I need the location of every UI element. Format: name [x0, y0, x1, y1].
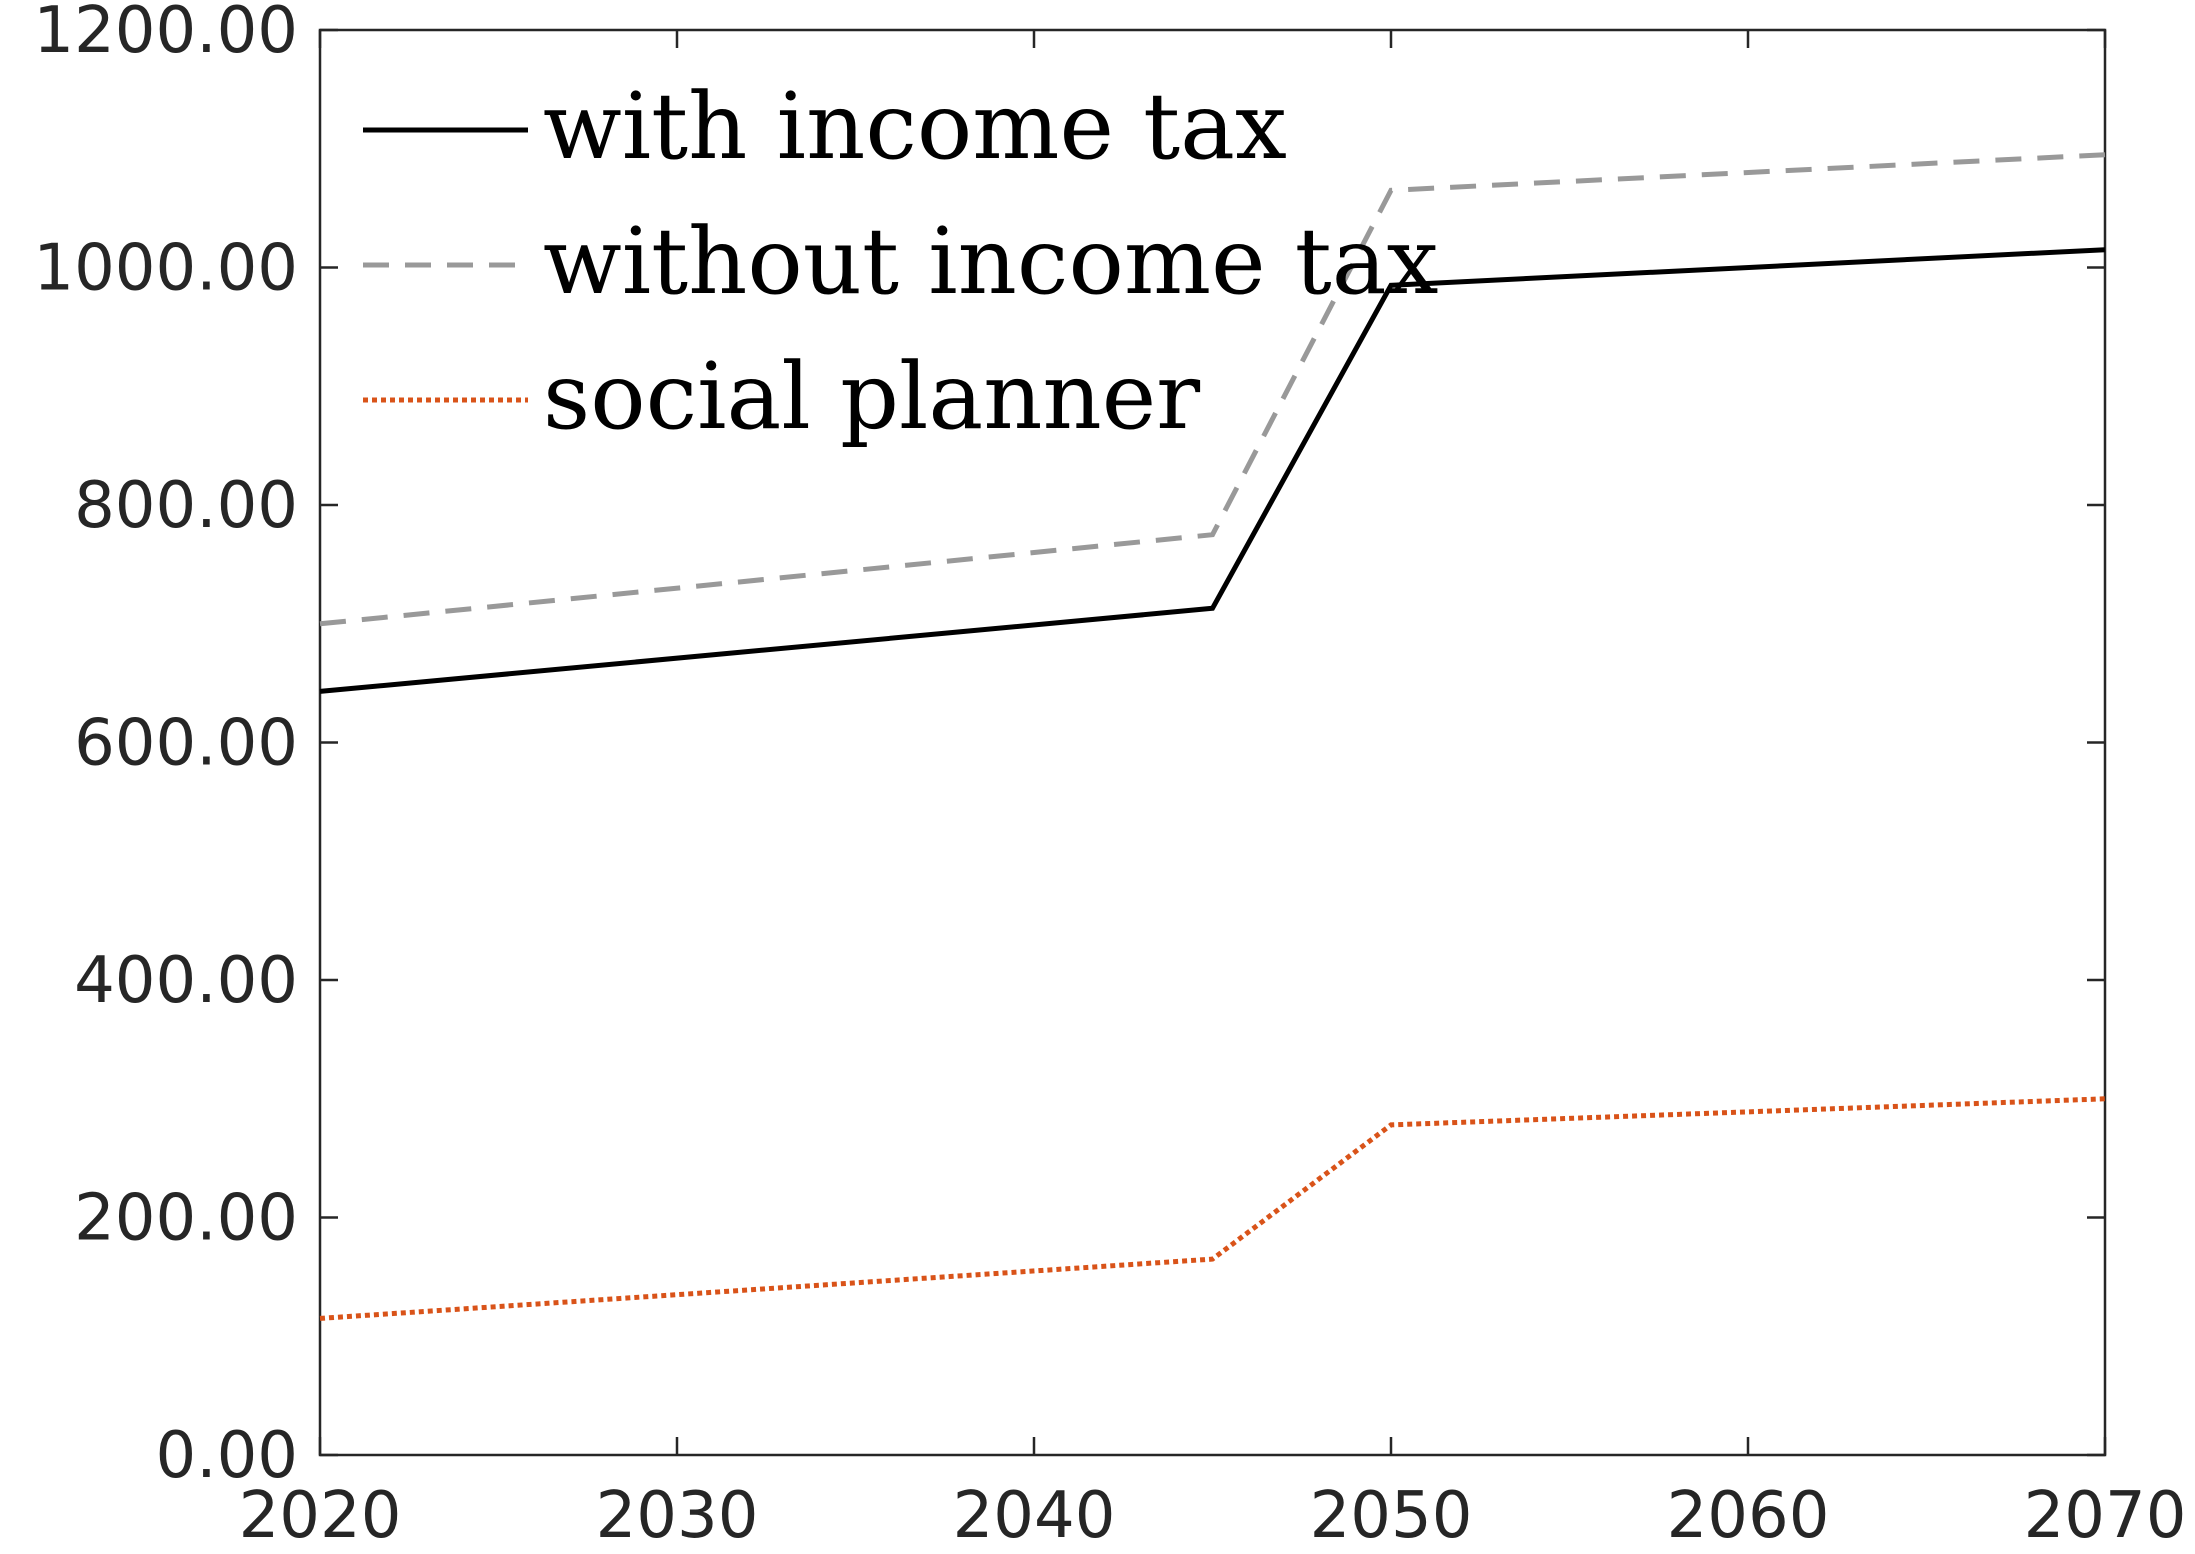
series-lines	[319, 152, 2106, 1321]
y-tick-label: 200.00	[74, 1182, 298, 1256]
y-tick-label: 600.00	[74, 707, 298, 781]
x-tick-label: 2060	[1667, 1479, 1830, 1553]
legend-label: social planner	[543, 343, 1200, 450]
plot-frame	[318, 28, 2107, 1457]
y-tick-label: 0.00	[156, 1419, 299, 1493]
series-line-without-income-tax	[319, 152, 2106, 627]
legend-label: without income tax	[543, 208, 1438, 315]
y-tick-label: 1000.00	[33, 232, 298, 306]
axis-ticks	[318, 28, 2107, 1457]
y-tick-label: 400.00	[74, 944, 298, 1018]
x-tick-label: 2030	[596, 1479, 759, 1553]
x-tick-label: 2020	[239, 1479, 402, 1553]
x-tick-label: 2040	[953, 1479, 1116, 1553]
tick-labels: 2020 2030 2040 2050 2060 2070 0.00 200.00 400.00…	[33, 0, 2186, 1553]
y-tick-label: 800.00	[74, 469, 298, 543]
x-tick-label: 2050	[1310, 1479, 1473, 1553]
series-line-with-income-tax	[319, 247, 2106, 694]
y-tick-label: 1200.00	[33, 0, 298, 68]
plot-area	[318, 28, 2107, 1457]
legend: with income tax without income tax social …	[363, 73, 1438, 450]
legend-label: with income tax	[543, 73, 1287, 180]
x-tick-label: 2070	[2024, 1479, 2187, 1553]
